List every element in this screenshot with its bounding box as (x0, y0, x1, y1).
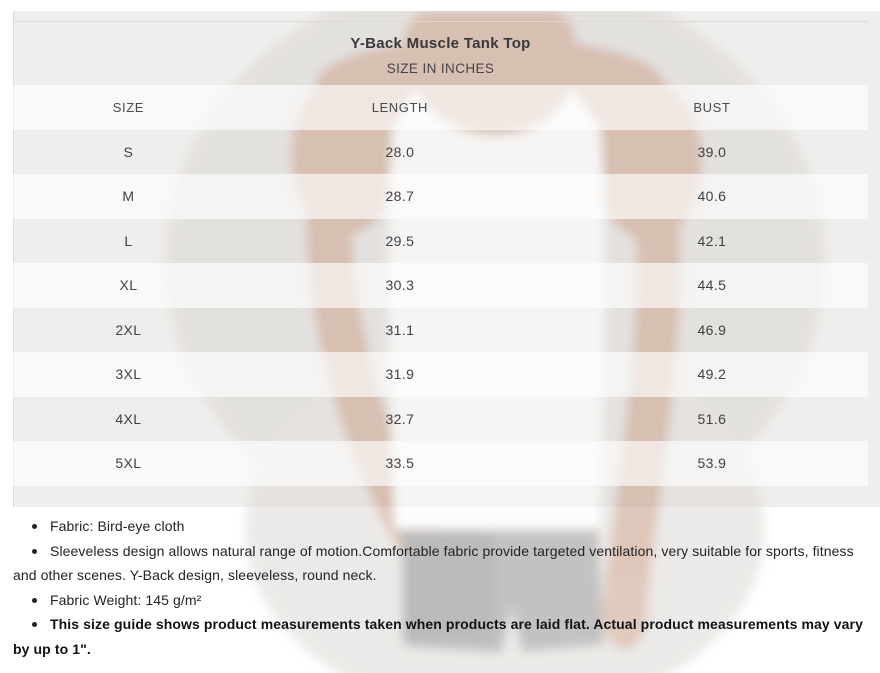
note-text: This size guide shows product measuremen… (13, 616, 863, 657)
cell-bust: 44.5 (697, 277, 727, 294)
cell-length: 33.5 (385, 455, 415, 472)
note-text: Sleeveless design allows natural range o… (13, 542, 854, 584)
cell-length: 30.3 (385, 277, 415, 294)
cell-bust: 53.9 (697, 455, 727, 472)
cell-size: 3XL (115, 366, 142, 383)
table-row: 2XL 31.1 46.9 (13, 308, 868, 353)
size-table: SIZE LENGTH BUST S 28.0 39.0 M 28.7 40.6… (13, 85, 880, 486)
cell-size: 5XL (115, 455, 142, 472)
cell-bust: 39.0 (697, 143, 727, 160)
panel-divider (13, 21, 868, 22)
cell-bust: 46.9 (697, 321, 727, 338)
cell-length: 32.7 (385, 410, 415, 427)
table-row: XL 30.3 44.5 (13, 263, 868, 308)
column-header-size: SIZE (112, 99, 145, 115)
bullet-icon (32, 524, 37, 529)
column-header-length: LENGTH (371, 99, 429, 115)
note-text: Fabric: Bird-eye cloth (50, 518, 185, 534)
cell-length: 29.5 (385, 232, 415, 249)
bullet-icon (32, 597, 37, 603)
bullet-icon (32, 548, 37, 554)
column-header-bust: BUST (693, 99, 731, 115)
table-row: 3XL 31.9 49.2 (13, 352, 868, 397)
table-row: S 28.0 39.0 (13, 130, 868, 175)
cell-size: 2XL (115, 321, 142, 338)
chart-title: Y-Back Muscle Tank Top (350, 35, 531, 52)
table-row: 5XL 33.5 53.9 (13, 441, 868, 486)
size-chart-content: Y-Back Muscle Tank Top SIZE IN INCHES SI… (13, 11, 880, 507)
cell-bust: 51.6 (697, 410, 727, 427)
table-header-row: SIZE LENGTH BUST (13, 85, 868, 130)
cell-length: 28.7 (385, 188, 415, 205)
note-item: This size guide shows product measuremen… (13, 612, 870, 661)
note-item: Fabric: Bird-eye cloth (13, 514, 870, 539)
cell-size: L (124, 232, 133, 249)
size-table-body: S 28.0 39.0 M 28.7 40.6 L 29.5 42.1 XL 3… (13, 130, 880, 486)
cell-size: M (122, 188, 135, 205)
cell-length: 28.0 (385, 143, 415, 160)
cell-bust: 49.2 (697, 366, 727, 383)
cell-size: S (123, 143, 134, 160)
table-row: L 29.5 42.1 (13, 219, 868, 264)
product-notes: Fabric: Bird-eye cloth Sleeveless design… (13, 514, 870, 661)
bullet-icon (32, 622, 37, 627)
chart-subtitle: SIZE IN INCHES (386, 61, 495, 76)
note-item: Sleeveless design allows natural range o… (13, 539, 870, 588)
note-text: Fabric Weight: 145 g/m² (50, 591, 202, 608)
cell-bust: 42.1 (697, 232, 727, 249)
table-row: 4XL 32.7 51.6 (13, 397, 868, 442)
note-item: Fabric Weight: 145 g/m² (13, 588, 870, 613)
cell-length: 31.9 (385, 366, 415, 383)
table-row: M 28.7 40.6 (13, 174, 868, 219)
cell-length: 31.1 (385, 321, 415, 338)
cell-bust: 40.6 (697, 188, 727, 205)
cell-size: XL (119, 277, 138, 294)
cell-size: 4XL (115, 410, 142, 427)
